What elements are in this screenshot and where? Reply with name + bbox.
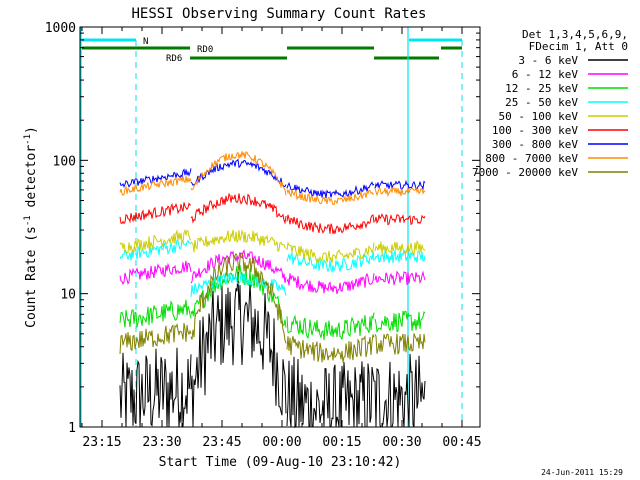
- legend-label-8: 800 - 7000 keV: [485, 152, 578, 165]
- series-line-1: [119, 272, 426, 429]
- legend: Det 1,3,4,5,6,9, FDecim 1, Att 0 3 - 6 k…: [472, 28, 628, 179]
- plot-marks: N RD0 RD6: [80, 27, 463, 429]
- series-line-2: [119, 249, 426, 295]
- y-axis-label-mid: detector: [24, 145, 39, 216]
- flag-rd6-label: RD6: [166, 54, 182, 64]
- x-tick-label: 00:00: [262, 435, 301, 450]
- y-axis-label: Count Rate (s-1 detector-1): [23, 126, 39, 328]
- timestamp: 24-Jun-2011 15:29: [541, 468, 623, 477]
- legend-label-2: 6 - 12 keV: [512, 68, 579, 81]
- legend-label-1: 3 - 6 keV: [518, 54, 578, 67]
- x-tick-label: 23:15: [82, 435, 121, 450]
- flag-rd0-label: RD0: [197, 45, 213, 55]
- x-tick-label: 00:15: [322, 435, 361, 450]
- y-axis-label-end: ): [24, 126, 39, 134]
- y-axis-label-main: Count Rate (s: [24, 226, 39, 328]
- legend-label-6: 100 - 300 keV: [492, 124, 578, 137]
- flag-n-label: N: [143, 37, 148, 47]
- y-axis-label-sup2: -1: [23, 134, 33, 145]
- x-tick-label: 00:30: [382, 435, 421, 450]
- x-axis-label: Start Time (09-Aug-10 23:10:42): [159, 455, 402, 470]
- x-tick-label: 23:45: [202, 435, 241, 450]
- y-tick-label: 100: [53, 154, 76, 169]
- legend-label-9: 7000 - 20000 keV: [472, 166, 578, 179]
- y-tick-label: 1000: [45, 21, 76, 36]
- chart-title: HESSI Observing Summary Count Rates: [131, 6, 426, 22]
- series-line-8: [119, 151, 426, 206]
- x-tick-label: 23:30: [142, 435, 181, 450]
- series-line-5: [119, 228, 426, 265]
- series-line-4: [119, 238, 426, 297]
- legend-header-1: Det 1,3,4,5,6,9,: [522, 28, 628, 41]
- series-line-7: [119, 158, 426, 199]
- legend-label-4: 25 - 50 keV: [505, 96, 578, 109]
- x-tick-label: 00:45: [442, 435, 481, 450]
- series-line-3: [119, 264, 426, 341]
- series-line-6: [119, 192, 426, 235]
- legend-label-7: 300 - 800 keV: [492, 138, 578, 151]
- legend-header-2: FDecim 1, Att 0: [529, 40, 628, 53]
- legend-label-5: 50 - 100 keV: [499, 110, 579, 123]
- plot-frame: [79, 26, 481, 428]
- legend-label-3: 12 - 25 keV: [505, 82, 578, 95]
- y-axis-label-sup1: -1: [23, 215, 33, 226]
- y-tick-label: 1: [68, 421, 76, 436]
- y-tick-label: 10: [60, 288, 76, 303]
- axes: 23:15 23:30 23:45 00:00 00:15 00:30 00:45 1 10 10…: [45, 21, 482, 450]
- series-line-9: [119, 252, 426, 363]
